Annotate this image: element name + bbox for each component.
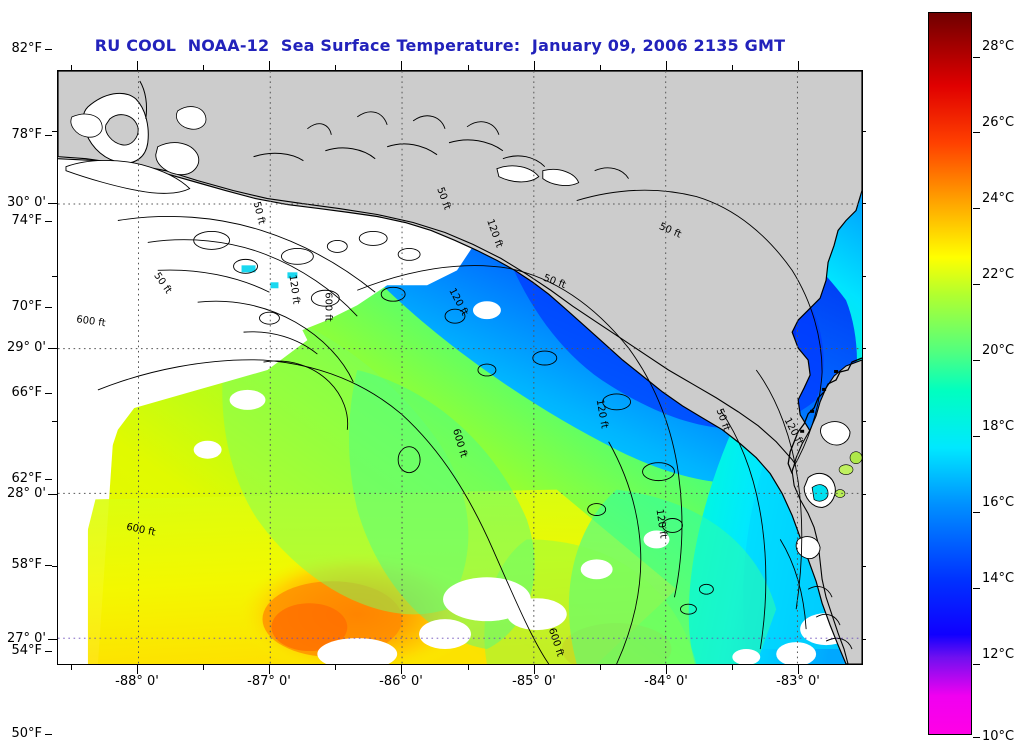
colorbar-tick-c <box>973 512 980 513</box>
colorbar-label-f: 78°F <box>11 127 42 142</box>
colorbar-tick-f <box>45 651 52 652</box>
y-tick-minor <box>52 131 57 132</box>
colorbar-label-f: 62°F <box>11 471 42 486</box>
x-tick-minor-top <box>203 65 204 70</box>
x-tick-minor <box>203 665 204 670</box>
x-tick-major-top <box>401 61 402 70</box>
colorbar-label-f: 74°F <box>11 213 42 228</box>
x-axis-label: -84° 0' <box>644 674 688 689</box>
y-axis-label: 28° 0' <box>6 486 46 501</box>
x-tick-minor-top <box>600 65 601 70</box>
svg-text:600 ft: 600 ft <box>76 314 107 329</box>
colorbar-tick-f <box>45 221 52 222</box>
x-axis-label: -86° 0' <box>379 674 423 689</box>
x-axis-label: -85° 0' <box>512 674 556 689</box>
colorbar-tick-c <box>973 588 980 589</box>
colorbar-tick-f <box>45 307 52 308</box>
colorbar-label-c: 14°C <box>982 571 1015 586</box>
colorbar-label-f: 54°F <box>11 643 42 658</box>
x-tick-major-top <box>534 61 535 70</box>
colorbar-label-c: 18°C <box>982 419 1015 434</box>
x-axis-label: -83° 0' <box>776 674 820 689</box>
y-axis-label: 30° 0' <box>6 195 46 210</box>
colorbar-label-c: 28°C <box>982 39 1015 54</box>
x-tick-major <box>798 665 799 674</box>
x-axis-label: -87° 0' <box>247 674 291 689</box>
x-axis-label: -88° 0' <box>115 674 159 689</box>
x-tick-minor <box>600 665 601 670</box>
colorbar-tick-c <box>973 436 980 437</box>
colorbar-tick-c <box>973 57 980 58</box>
colorbar-label-c: 22°C <box>982 267 1015 282</box>
y-tick-minor-right <box>861 131 866 132</box>
land-mask-layer <box>58 71 862 664</box>
colorbar-tick-c <box>973 737 980 738</box>
x-tick-major <box>666 665 667 674</box>
colorbar-tick-c <box>973 284 980 285</box>
x-tick-major-top <box>666 61 667 70</box>
x-tick-minor-top <box>468 65 469 70</box>
colorbar-label-c: 26°C <box>982 115 1015 130</box>
colorbar-tick-f <box>45 49 52 50</box>
y-tick-major <box>48 348 57 349</box>
y-tick-major <box>48 494 57 495</box>
colorbar-tick-f <box>45 734 52 735</box>
y-tick-minor <box>52 276 57 277</box>
colorbar-tick-c <box>973 360 980 361</box>
x-tick-minor <box>732 665 733 670</box>
colorbar-label-c: 16°C <box>982 495 1015 510</box>
x-tick-minor-top <box>335 65 336 70</box>
svg-text:120 ft: 120 ft <box>594 399 610 430</box>
svg-text:120 ft: 120 ft <box>286 274 301 305</box>
bathymetry-contour-layer: 50 ft 50 ft 120 ft 600 ft 600 ft 120 ft … <box>76 186 823 664</box>
colorbar-label-f: 66°F <box>11 385 42 400</box>
y-tick-major <box>48 639 57 640</box>
sst-map-plot[interactable]: 50 ft 50 ft 120 ft 600 ft 600 ft 120 ft … <box>57 70 863 665</box>
temperature-colorbar[interactable] <box>928 12 972 735</box>
y-tick-minor-right <box>861 421 866 422</box>
colorbar-tick-c <box>973 208 980 209</box>
y-tick-minor-right <box>861 276 866 277</box>
x-tick-minor <box>71 665 72 670</box>
colorbar-tick-f <box>45 135 52 136</box>
colorbar-label-f: 82°F <box>11 41 42 56</box>
x-tick-major-top <box>269 61 270 70</box>
colorbar-label-c: 24°C <box>982 191 1015 206</box>
colorbar-label-f: 50°F <box>11 726 42 741</box>
x-tick-major <box>401 665 402 674</box>
colorbar-tick-c <box>973 664 980 665</box>
x-tick-major <box>269 665 270 674</box>
colorbar-label-c: 12°C <box>982 647 1015 662</box>
x-tick-minor-top <box>71 65 72 70</box>
y-tick-minor <box>52 421 57 422</box>
x-tick-major <box>534 665 535 674</box>
colorbar-label-c: 20°C <box>982 343 1015 358</box>
colorbar-tick-c <box>973 132 980 133</box>
x-tick-major-top <box>137 61 138 70</box>
svg-text:120 ft: 120 ft <box>654 508 669 539</box>
y-tick-major <box>48 203 57 204</box>
x-tick-minor <box>468 665 469 670</box>
svg-text:600 ft: 600 ft <box>322 292 333 322</box>
y-axis-label: 29° 0' <box>6 340 46 355</box>
page-title: RU COOL NOAA-12 Sea Surface Temperature:… <box>94 36 786 55</box>
x-tick-minor <box>335 665 336 670</box>
colorbar-tick-f <box>45 565 52 566</box>
lat-lon-gridlines <box>58 71 862 664</box>
x-tick-major-top <box>798 61 799 70</box>
y-tick-minor <box>52 566 57 567</box>
x-tick-minor-top <box>732 65 733 70</box>
colorbar-label-f: 58°F <box>11 557 42 572</box>
colorbar-tick-f <box>45 393 52 394</box>
colorbar-tick-f <box>45 479 52 480</box>
x-tick-major <box>137 665 138 674</box>
colorbar-gradient <box>928 12 972 735</box>
y-tick-minor-right <box>861 566 866 567</box>
colorbar-label-f: 70°F <box>11 299 42 314</box>
y-axis-label: 27° 0' <box>6 631 46 646</box>
colorbar-label-c: 10°C <box>982 729 1015 744</box>
svg-text:50 ft: 50 ft <box>251 201 267 226</box>
